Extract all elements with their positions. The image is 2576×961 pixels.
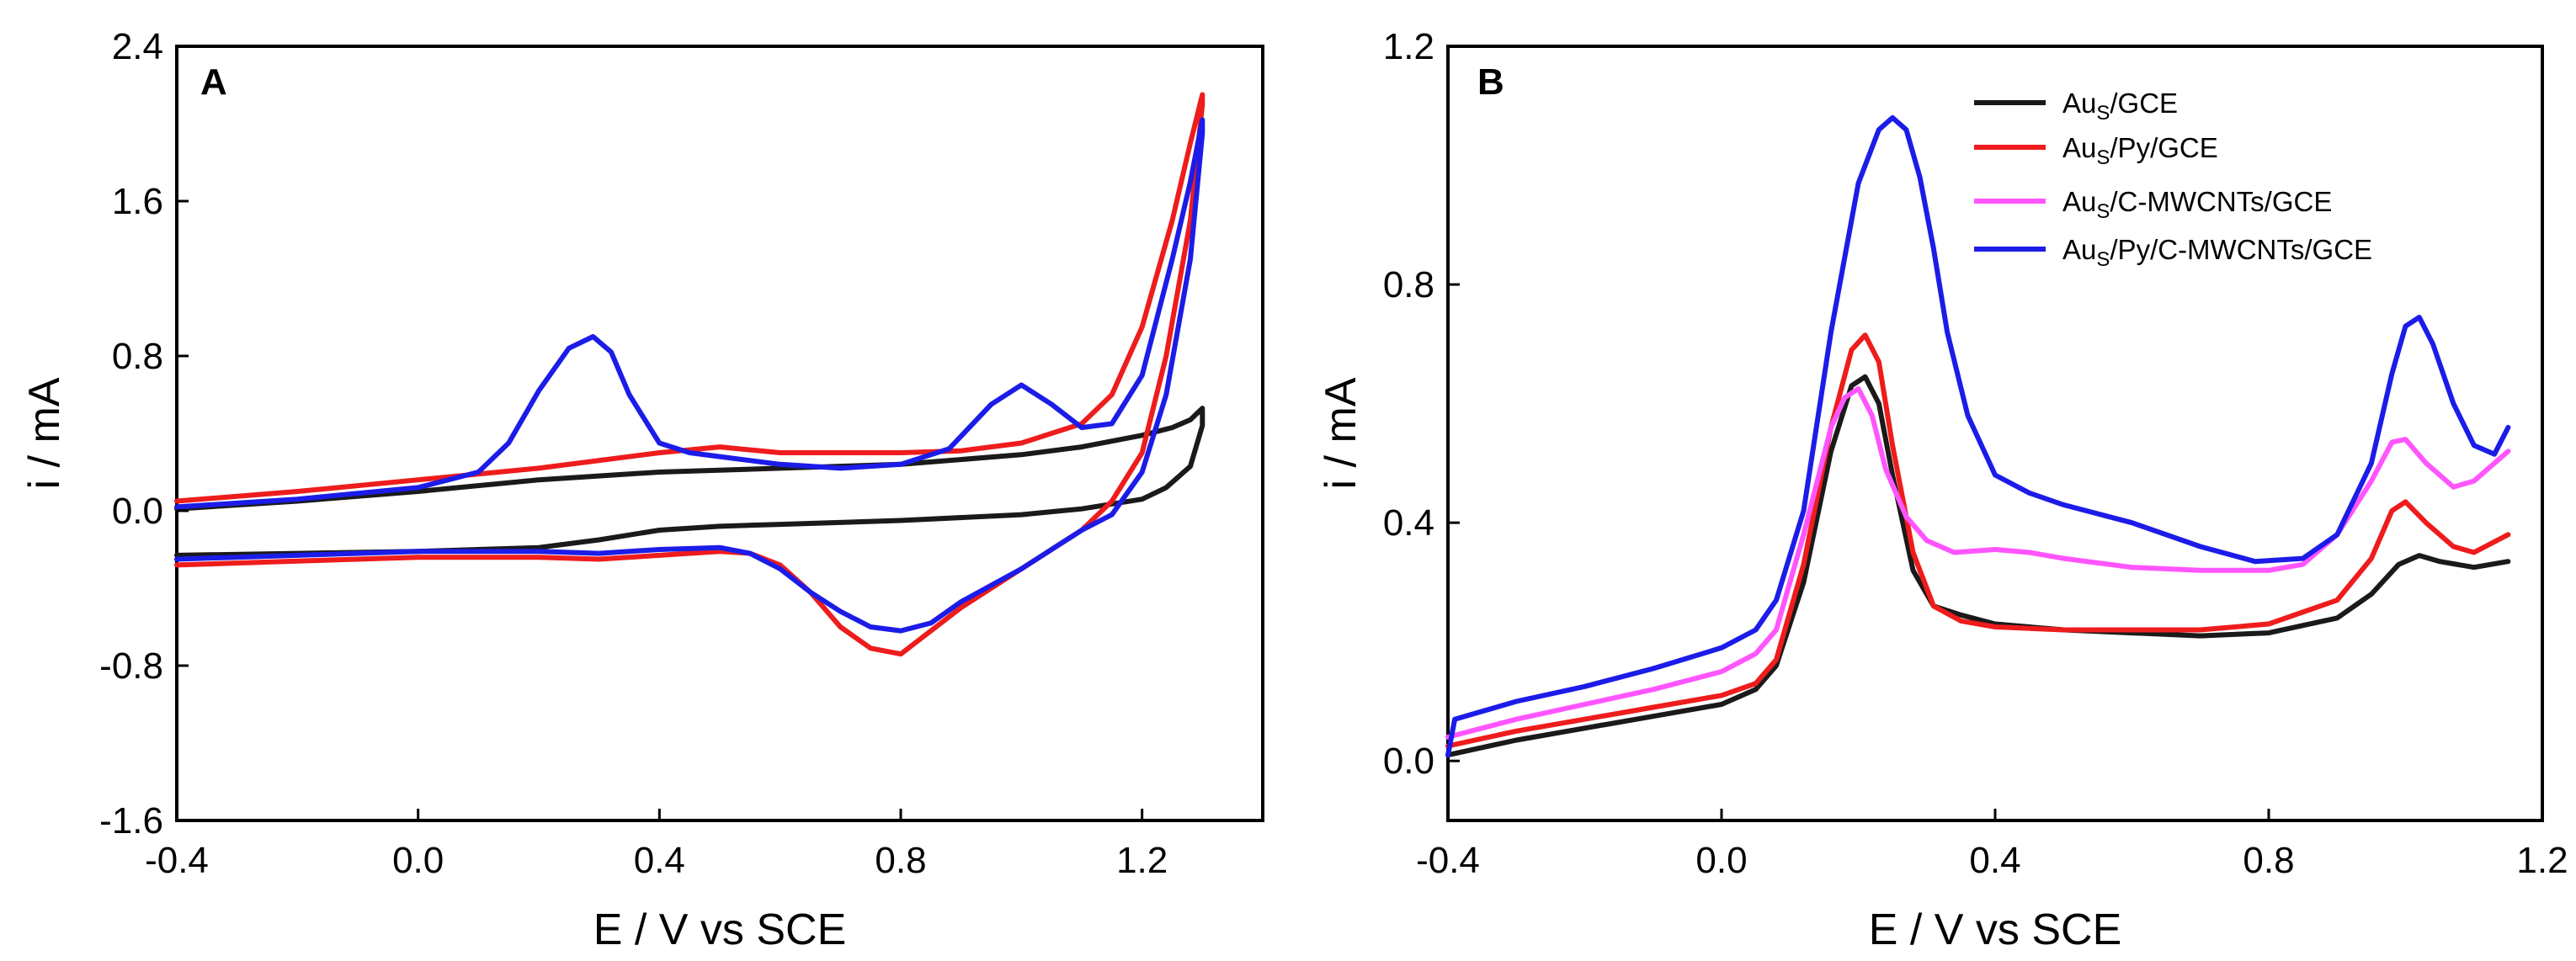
legend-entry: AuS/GCE — [1974, 88, 2178, 125]
chart-b-x-tick-label: 0.4 — [1969, 840, 2020, 881]
legend-entry: AuS/C-MWCNTs/GCE — [1974, 186, 2332, 223]
chart-a-y-tick-label: 0.8 — [112, 336, 163, 377]
chart-b-series-aus-c-mwcnts-gce — [1445, 385, 2511, 740]
chart-b-xlabel: E / V vs SCE — [1869, 905, 2122, 954]
chart-a-y-tick-label: -1.6 — [99, 800, 163, 842]
chart-a: -0.4 0.0 0.4 0.8 1.2 -1.6 -0.8 0.0 0.8 1.6 2.4 A E… — [20, 26, 1264, 954]
chart-a-x-tick-label: 0.8 — [875, 840, 926, 881]
chart-b-curves — [1445, 114, 2511, 758]
chart-a-panel-label: A — [200, 61, 227, 103]
chart-b-series-aus-gce — [1445, 374, 2511, 758]
chart-a-series-black — [174, 406, 1206, 558]
chart-a-x-tick-label: -0.4 — [145, 840, 209, 881]
chart-a-x-tick-label: 0.4 — [634, 840, 685, 881]
chart-b-ylabel: i / mA — [1317, 377, 1365, 489]
chart-b-y-tick-label: 0.8 — [1383, 264, 1434, 305]
chart-b-panel-label: B — [1477, 61, 1504, 103]
legend-label: AuS/Py/GCE — [2062, 132, 2218, 169]
chart-b-y-tick-label: 1.2 — [1383, 26, 1434, 67]
chart-a-xlabel: E / V vs SCE — [593, 905, 847, 954]
chart-b-y-tick-label: 0.0 — [1383, 741, 1434, 782]
chart-a-series-red — [174, 92, 1206, 657]
chart-b-ticks: -0.4 0.0 0.4 0.8 1.2 0.0 0.4 0.8 1.2 — [1383, 26, 2568, 881]
chart-a-y-tick-label: -0.8 — [99, 645, 163, 687]
chart-a-ticks: -0.4 0.0 0.4 0.8 1.2 -1.6 -0.8 0.0 0.8 1.6 2.4 — [99, 26, 1168, 881]
legend-entry: AuS/Py/C-MWCNTs/GCE — [1974, 234, 2372, 271]
chart-a-x-tick-label: 1.2 — [1116, 840, 1168, 881]
chart-a-y-tick-label: 2.4 — [112, 26, 163, 67]
chart-b: -0.4 0.0 0.4 0.8 1.2 0.0 0.4 0.8 1.2 B E / V vs … — [1317, 26, 2568, 954]
legend-label: AuS/GCE — [2062, 88, 2178, 125]
chart-a-ylabel: i / mA — [20, 377, 69, 489]
chart-b-series-aus-py-c-mwcnts-gce — [1445, 114, 2511, 758]
chart-a-frame — [175, 45, 1264, 822]
chart-b-y-tick-label: 0.4 — [1383, 502, 1434, 544]
chart-a-y-tick-label: 1.6 — [112, 181, 163, 222]
chart-b-series-aus-py-gce — [1445, 332, 2511, 749]
chart-a-curves — [174, 92, 1206, 657]
chart-b-x-tick-label: 1.2 — [2516, 840, 2568, 881]
chart-a-y-tick-label: 0.0 — [112, 491, 163, 532]
legend-entry: AuS/Py/GCE — [1974, 132, 2218, 169]
chart-b-legend: AuS/GCE AuS/Py/GCE AuS/C-MWCNTs/GCE AuS/… — [1974, 88, 2372, 271]
chart-a-series-blue — [174, 117, 1206, 634]
chart-a-x-tick-label: 0.0 — [392, 840, 444, 881]
chart-b-x-tick-label: 0.8 — [2243, 840, 2294, 881]
chart-b-x-tick-label: 0.0 — [1695, 840, 1747, 881]
chart-b-x-tick-label: -0.4 — [1416, 840, 1480, 881]
legend-label: AuS/C-MWCNTs/GCE — [2062, 186, 2332, 223]
legend-label: AuS/Py/C-MWCNTs/GCE — [2062, 234, 2372, 271]
